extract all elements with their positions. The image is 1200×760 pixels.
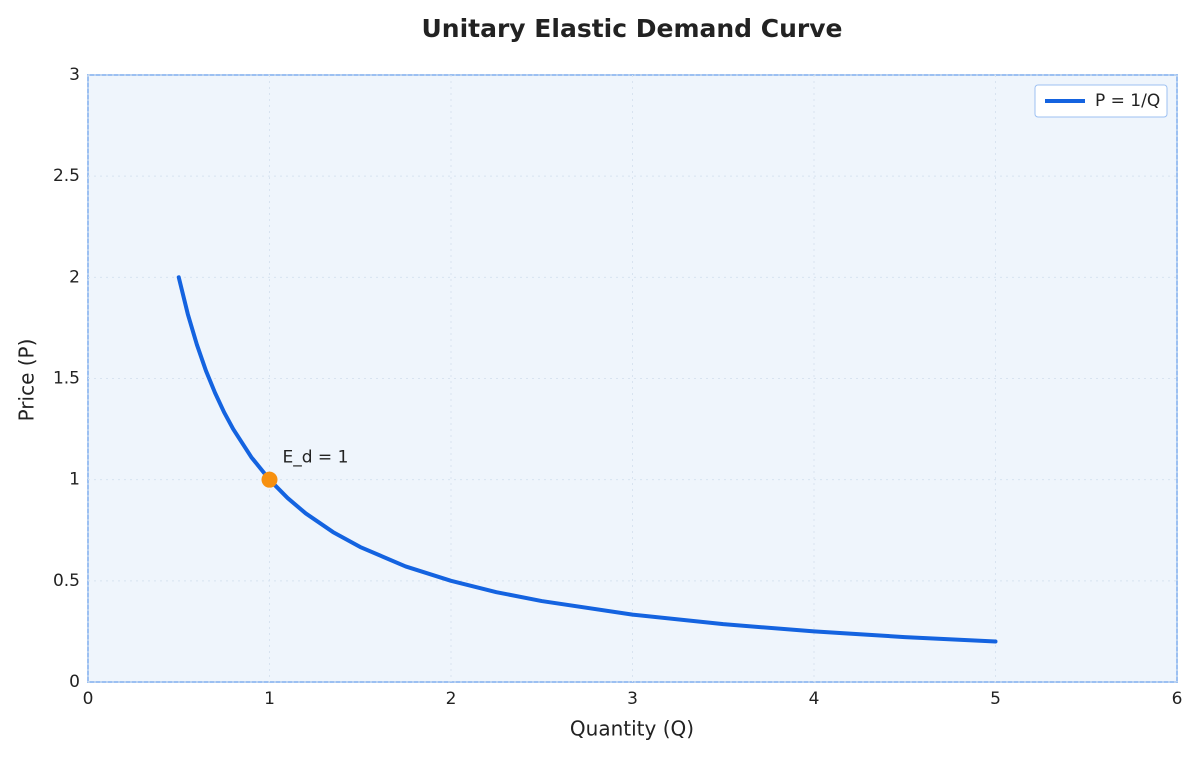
x-tick-label: 6 [1172, 689, 1183, 709]
x-axis-label: Quantity (Q) [570, 717, 694, 741]
y-tick-label: 2 [69, 267, 80, 287]
x-tick-label: 1 [264, 689, 275, 709]
y-tick-label: 3 [69, 65, 80, 85]
y-tick-label: 0.5 [53, 571, 80, 591]
x-tick-label: 0 [83, 689, 94, 709]
y-tick-label: 1 [69, 470, 80, 490]
x-tick-label: 5 [990, 689, 1001, 709]
x-tick-label: 2 [446, 689, 457, 709]
annotation: E_d = 1 [283, 448, 349, 468]
chart-title: Unitary Elastic Demand Curve [421, 14, 842, 43]
x-tick-label: 3 [627, 689, 638, 709]
y-tick-label: 0 [69, 672, 80, 692]
legend-label: P = 1/Q [1095, 91, 1160, 111]
y-tick-label: 2.5 [53, 166, 80, 186]
data-line [176, 275, 998, 644]
x-tick-label: 4 [809, 689, 820, 709]
y-axis-label: Price (P) [15, 339, 39, 422]
highlight-point [261, 471, 278, 488]
legend-box [1034, 84, 1168, 118]
y-tick-label: 1.5 [53, 369, 80, 389]
